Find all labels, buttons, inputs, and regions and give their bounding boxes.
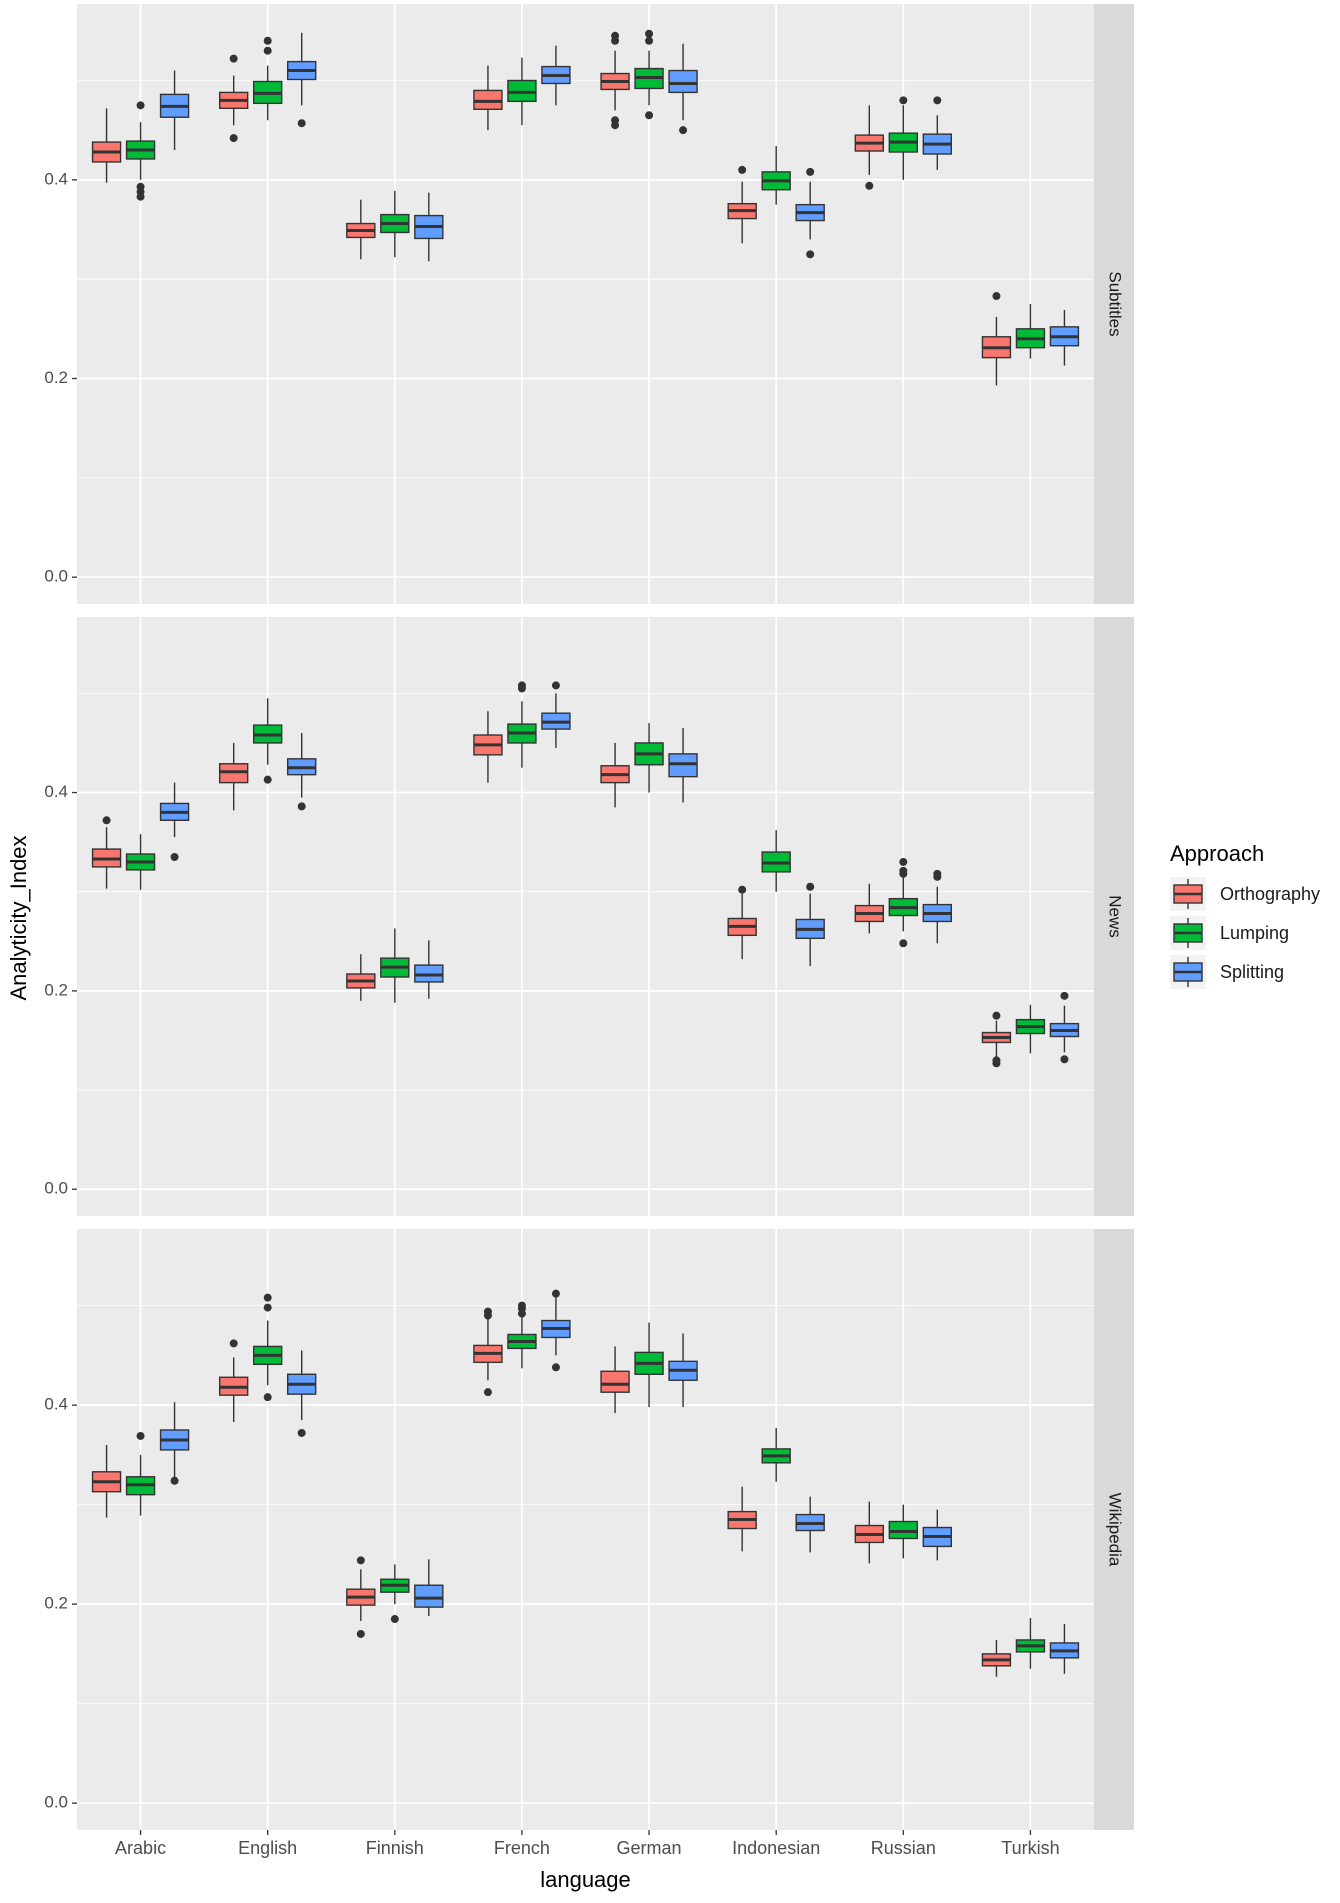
outlier-point [899,96,908,105]
y-tick-label: 0.4 [44,1395,68,1414]
x-axis-title: language [540,1867,631,1892]
outlier-point [390,1615,399,1624]
y-axis-title: Analyticity_Index [6,835,31,1000]
outlier-point [645,36,654,45]
x-tick-label: Russian [871,1838,936,1858]
outlier-point [645,29,654,38]
outlier-point [806,882,815,891]
outlier-point [263,46,272,55]
y-tick-label: 0.2 [44,1594,68,1613]
x-tick-label: English [238,1838,297,1858]
outlier-point [229,54,238,63]
y-tick-label: 0.2 [44,368,68,387]
outlier-point [136,1431,145,1440]
facet-strip-label: Wikipedia [1106,1493,1125,1567]
outlier-point [645,111,654,120]
x-tick-label: Indonesian [732,1838,820,1858]
y-tick-label: 0.2 [44,980,68,999]
outlier-point [865,181,874,190]
y-tick-label: 0.4 [44,782,68,801]
outlier-point [356,1629,365,1638]
outlier-point [297,1428,306,1437]
outlier-point [611,31,620,40]
facet-strip-label: News [1106,895,1125,938]
y-tick-label: 0.4 [44,169,68,188]
outlier-point [263,36,272,45]
y-tick-label: 0.0 [44,1793,68,1812]
outlier-point [933,869,942,878]
legend-title: Approach [1170,841,1264,866]
outlier-point [136,182,145,191]
outlier-point [899,939,908,948]
outlier-point [229,134,238,143]
outlier-point [551,1289,560,1298]
x-tick-label: French [494,1838,550,1858]
outlier-point [229,1339,238,1348]
outlier-point [1060,991,1069,1000]
facet-strip [1094,617,1134,1216]
outlier-point [263,775,272,784]
outlier-point [483,1388,492,1397]
outlier-point [263,1393,272,1402]
outlier-point [356,1556,365,1565]
outlier-point [263,1293,272,1302]
x-tick-label: Arabic [115,1838,166,1858]
outlier-point [483,1307,492,1316]
outlier-point [170,852,179,861]
x-tick-label: Finnish [366,1838,424,1858]
outlier-point [517,1301,526,1310]
box-orthography [600,1370,630,1393]
legend-label-lumping: Lumping [1220,923,1289,943]
outlier-point [611,116,620,125]
outlier-point [679,126,688,135]
outlier-point [738,165,747,174]
facet-strip-label: Subtitles [1106,271,1125,336]
outlier-point [102,816,111,825]
outlier-point [1060,1055,1069,1064]
outlier-point [933,96,942,105]
facet-strip [1094,1229,1134,1830]
outlier-point [263,1303,272,1312]
outlier-point [992,1056,1001,1065]
x-tick-label: German [617,1838,682,1858]
outlier-point [899,866,908,875]
box-splitting [414,1584,444,1608]
outlier-point [551,681,560,690]
facet-strip [1094,4,1134,604]
outlier-point [992,1011,1001,1020]
y-tick-label: 0.0 [44,567,68,586]
outlier-point [738,885,747,894]
outlier-point [551,1363,560,1372]
box-splitting [668,69,698,94]
outlier-point [517,681,526,690]
outlier-point [136,101,145,110]
legend-label-splitting: Splitting [1220,962,1284,982]
x-tick-label: Turkish [1001,1838,1059,1858]
y-tick-label: 0.0 [44,1179,68,1198]
outlier-point [297,119,306,128]
outlier-point [992,292,1001,301]
outlier-point [170,1476,179,1485]
outlier-point [806,250,815,259]
outlier-point [899,857,908,866]
legend-label-orthography: Orthography [1220,884,1320,904]
outlier-point [297,802,306,811]
outlier-point [806,167,815,176]
